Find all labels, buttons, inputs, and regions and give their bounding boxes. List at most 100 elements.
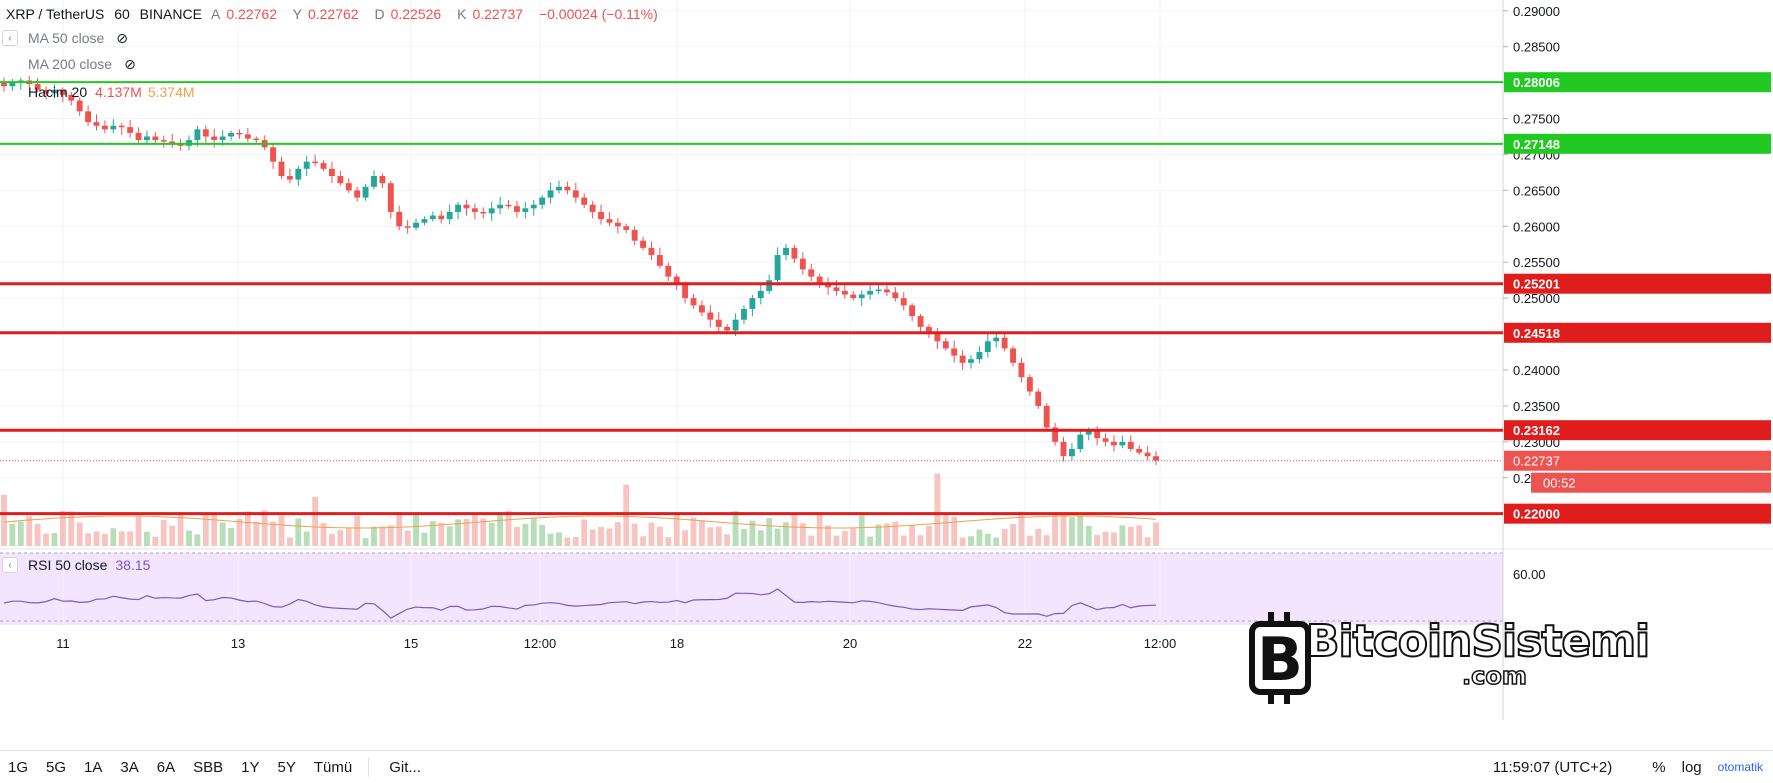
volume-bar	[9, 523, 16, 546]
countdown-value: 00:52	[1543, 476, 1576, 491]
ma200-legend[interactable]: MA 200 close ⊘	[28, 54, 136, 74]
volume-bar	[598, 526, 604, 546]
volume-bar	[135, 516, 142, 546]
range-5d[interactable]: 5G	[46, 758, 67, 776]
volume-bar	[1010, 524, 1016, 546]
candle-body	[471, 208, 478, 212]
svg-text:B: B	[1257, 625, 1303, 695]
candle-body	[581, 197, 588, 205]
candle-body	[236, 132, 243, 135]
candle-body	[799, 258, 806, 270]
candle-body	[539, 197, 546, 205]
candle-body	[631, 229, 638, 241]
candle-body	[480, 211, 487, 214]
volume-bar	[404, 530, 411, 546]
bottom-toolbar: 1G 5G 1A 3A 6A SBB 1Y 5Y Tümü Git... 11:…	[0, 750, 1773, 783]
goto-date-button[interactable]: Git...	[389, 758, 421, 776]
candle-body	[1144, 452, 1151, 457]
price-level-value: 0.28006	[1513, 75, 1560, 90]
volume-bar	[463, 519, 470, 546]
log-toggle[interactable]: log	[1681, 758, 1702, 776]
price-axis-label: 0.26500	[1513, 183, 1560, 198]
ma50-legend[interactable]: ‹ MA 50 close ⊘	[2, 28, 128, 48]
volume-bar	[1043, 535, 1050, 546]
volume-bar	[101, 533, 108, 546]
volume-bar	[144, 531, 150, 546]
volume-bar	[656, 526, 663, 546]
candle-body	[909, 305, 916, 317]
range-5y[interactable]: 5Y	[277, 758, 296, 776]
range-1y[interactable]: 1Y	[241, 758, 260, 776]
volume-bar	[228, 527, 234, 546]
volume-bar	[488, 522, 495, 546]
low-value: D 0.22526	[374, 6, 442, 22]
volume-bar	[43, 533, 49, 546]
range-1d[interactable]: 1G	[8, 758, 29, 776]
rsi-label: RSI 50 close	[28, 557, 108, 573]
volume-legend[interactable]: Hacim 20 4.137M 5.374M	[28, 82, 195, 102]
watermark-name: BitcoinSistemi	[1305, 615, 1651, 668]
candle-body	[875, 289, 882, 292]
candle-body	[9, 82, 16, 87]
range-all[interactable]: Tümü	[313, 758, 353, 776]
candle-body	[312, 161, 319, 164]
time-axis-label: 20	[843, 636, 857, 651]
range-6m[interactable]: 6A	[156, 758, 176, 776]
volume-bar	[892, 521, 899, 546]
candle-body	[286, 176, 293, 180]
volume-bar	[968, 536, 974, 546]
interval-label: 60	[114, 6, 130, 22]
eye-hidden-icon[interactable]: ⊘	[116, 29, 128, 46]
volume-bar	[85, 533, 92, 546]
candle-body	[816, 276, 823, 284]
candle-body	[530, 204, 537, 209]
price-axis-label: 0.25000	[1513, 291, 1560, 306]
price-level-value: 0.24518	[1513, 326, 1560, 341]
time-axis-label: 13	[231, 636, 245, 651]
volume-bar	[741, 529, 747, 546]
candle-body	[808, 269, 815, 277]
candle-body	[1001, 337, 1008, 349]
auto-toggle[interactable]: otomatik	[1717, 760, 1763, 774]
volume-bar	[513, 527, 520, 546]
clock[interactable]: 11:59:07 (UTC+2)	[1492, 758, 1613, 776]
collapse-icon[interactable]: ‹	[2, 30, 18, 46]
bitcoinsistemi-watermark: B BitcoinSistemi .com	[1248, 606, 1651, 714]
symbol-legend[interactable]: XRP / TetherUS 60 BINANCE A 0.22762 Y 0.22…	[6, 6, 664, 22]
bitcoin-logo-icon: B	[1249, 612, 1311, 704]
rsi-legend[interactable]: ‹ RSI 50 close 38.15	[2, 555, 150, 575]
range-3m[interactable]: 3A	[120, 758, 139, 776]
volume-bar	[455, 519, 462, 546]
candle-body	[1077, 434, 1084, 450]
candle-body	[766, 280, 773, 291]
collapse-icon[interactable]: ‹	[2, 557, 18, 573]
candle-body	[404, 226, 411, 228]
watermark-domain: .com	[1461, 661, 1527, 691]
volume-bar	[682, 530, 689, 546]
candle-body	[522, 208, 529, 212]
candle-body	[1127, 441, 1134, 450]
open-key: A	[211, 6, 221, 22]
candle-body	[110, 125, 117, 130]
volume-bar	[1127, 526, 1134, 546]
range-ytd[interactable]: SBB	[193, 758, 224, 776]
price-level-value: 0.22000	[1513, 507, 1560, 522]
candle-body	[556, 186, 562, 191]
candle-body	[1060, 441, 1067, 457]
high-value: Y 0.22762	[292, 6, 359, 22]
price-axis-label: 0.28500	[1513, 40, 1560, 55]
candle-body	[926, 326, 932, 335]
volume-bar	[993, 537, 1000, 546]
last-price-value: 0.22737	[1513, 454, 1560, 469]
eye-hidden-icon[interactable]: ⊘	[124, 55, 136, 72]
range-1m[interactable]: 1A	[84, 758, 103, 776]
price-level-tag	[1504, 72, 1771, 93]
volume-bar	[623, 484, 630, 546]
candle-body	[640, 240, 647, 248]
volume-bar	[715, 526, 722, 546]
candle-body	[68, 94, 75, 101]
volume-bar	[261, 510, 268, 546]
percent-toggle[interactable]: %	[1652, 758, 1666, 776]
time-axis-label: 15	[404, 636, 418, 651]
